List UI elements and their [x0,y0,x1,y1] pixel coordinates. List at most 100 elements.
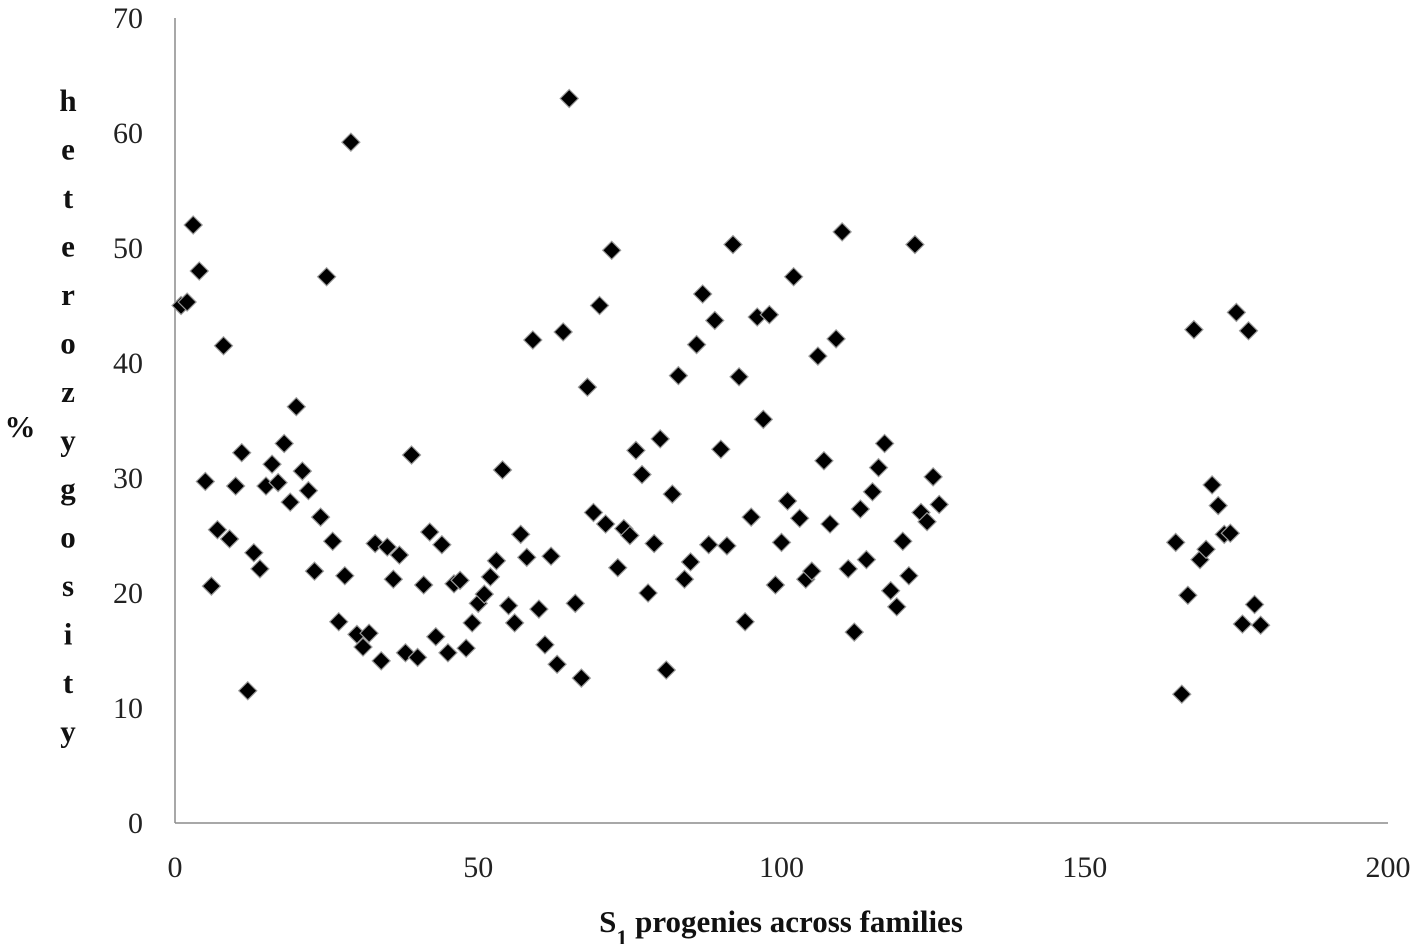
data-point [753,409,774,430]
y-tick-label: 60 [113,117,143,150]
data-point [826,329,846,349]
y-axis-label-letter: o [60,326,76,361]
data-point [474,584,495,604]
data-point [638,583,658,603]
data-point [1232,614,1253,634]
y-axis-label-percent: % [5,409,36,444]
data-point [438,642,458,663]
y-tick-labels: 0 10 20 30 40 50 60 70 [113,2,143,840]
data-point [268,472,288,493]
data-point [789,508,810,529]
data-point [183,215,204,235]
data-point [905,234,925,255]
data-point [201,576,222,596]
data-point [237,680,258,701]
y-axis-label-letter: y [60,714,76,749]
data-point [462,613,483,633]
x-tick-labels: 0 50 100 150 200 [168,851,1411,884]
data-point [371,651,392,671]
data-point [541,546,561,567]
data-point [498,595,519,616]
data-point [650,429,671,449]
data-point [565,593,586,614]
data-point [874,433,895,454]
data-point [783,266,804,287]
data-point [1244,594,1265,615]
data-point [662,484,683,504]
y-tick-label: 20 [113,577,143,610]
data-point [353,637,373,657]
data-point [407,647,428,668]
data-point [601,240,622,261]
y-axis-label-letter: e [61,229,75,264]
x-axis-label-subscript: 1 [616,925,627,944]
data-point [334,565,355,586]
data-point [280,492,301,512]
x-tick-label: 0 [168,851,183,884]
data-point [383,569,404,590]
data-point [1208,495,1229,516]
data-point [553,322,574,342]
x-axis-label-main: S [599,904,616,939]
data-point [917,511,937,532]
y-axis-label-letter: t [63,665,74,700]
data-point [838,559,859,579]
data-point [298,480,319,501]
data-point [250,559,270,579]
data-point [704,310,725,331]
data-point [535,634,555,655]
data-point [207,519,228,540]
data-point [359,623,379,644]
data-point [607,557,628,578]
data-point [735,611,755,632]
y-tick-label: 10 [113,692,143,725]
data-point [808,346,828,366]
data-point [177,292,197,312]
y-axis-label-letter: i [64,617,73,652]
data-point [717,536,737,556]
axes [174,18,1388,824]
data-point [674,569,695,590]
data-point [892,531,913,552]
data-point [341,132,361,153]
data-point [692,284,713,304]
x-tick-label: 50 [463,851,493,884]
data-point [486,550,507,571]
data-point [668,365,689,386]
data-point [322,531,343,552]
data-point [680,552,701,572]
data-point [723,234,743,255]
data-point [559,88,580,109]
data-point [510,524,531,545]
data-point [504,613,525,633]
y-axis-label-letter: r [61,277,75,312]
data-point [377,537,398,557]
data-point [1165,532,1186,553]
data-point [1202,475,1222,495]
y-tick-label: 30 [113,462,143,495]
data-point [432,534,452,555]
data-point [632,464,652,485]
data-point [292,461,313,481]
y-axis-label-letter: g [60,471,76,506]
y-tick-label: 70 [113,2,143,35]
data-point [571,668,592,688]
data-point [759,304,780,325]
data-point [310,507,331,527]
data-point [1178,585,1198,606]
data-point [1171,684,1192,705]
data-point [814,450,834,471]
y-axis-label-letter: s [62,568,74,603]
y-axis-label-letter: y [60,423,76,458]
x-tick-label: 200 [1366,851,1411,884]
data-point [820,514,840,534]
data-point [450,570,470,591]
data-point [862,481,883,502]
data-point [595,514,616,534]
data-point [189,261,210,281]
data-point [686,334,707,355]
data-point [832,222,852,242]
data-point [1250,615,1271,636]
data-point [286,396,307,417]
data-point [1196,539,1216,560]
